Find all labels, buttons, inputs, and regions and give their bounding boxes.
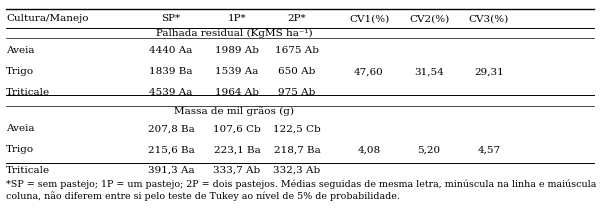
Text: 4,57: 4,57 [478, 145, 500, 154]
Text: 4,08: 4,08 [358, 145, 380, 154]
Text: 332,3 Ab: 332,3 Ab [274, 166, 320, 175]
Text: 2P*: 2P* [287, 14, 307, 23]
Text: Trigo: Trigo [6, 145, 34, 154]
Text: 29,31: 29,31 [474, 67, 504, 76]
Text: 333,7 Ab: 333,7 Ab [214, 166, 260, 175]
Text: Triticale: Triticale [6, 88, 50, 97]
Text: Cultura/Manejo: Cultura/Manejo [6, 14, 89, 23]
Text: 1675 Ab: 1675 Ab [275, 46, 319, 56]
Text: 5,20: 5,20 [418, 145, 440, 154]
Text: CV3(%): CV3(%) [469, 14, 509, 23]
Text: 1539 Aa: 1539 Aa [215, 67, 259, 76]
Text: Aveia: Aveia [6, 46, 35, 56]
Text: 47,60: 47,60 [354, 67, 384, 76]
Text: CV2(%): CV2(%) [409, 14, 449, 23]
Text: 975 Ab: 975 Ab [278, 88, 316, 97]
Text: 218,7 Ba: 218,7 Ba [274, 145, 320, 154]
Text: 4539 Aa: 4539 Aa [149, 88, 193, 97]
Text: Aveia: Aveia [6, 124, 35, 134]
Text: Palhada residual (KgMS ha⁻¹): Palhada residual (KgMS ha⁻¹) [155, 29, 313, 38]
Text: 391,3 Aa: 391,3 Aa [148, 166, 194, 175]
Text: 223,1 Ba: 223,1 Ba [214, 145, 260, 154]
Text: Trigo: Trigo [6, 67, 34, 76]
Text: 4440 Aa: 4440 Aa [149, 46, 193, 56]
Text: Massa de mil grãos (g): Massa de mil grãos (g) [174, 106, 294, 116]
Text: 215,6 Ba: 215,6 Ba [148, 145, 194, 154]
Text: CV1(%): CV1(%) [349, 14, 389, 23]
Text: SP*: SP* [161, 14, 181, 23]
Text: coluna, não diferem entre si pelo teste de Tukey ao nível de 5% de probabilidade: coluna, não diferem entre si pelo teste … [6, 192, 400, 202]
Text: *SP = sem pastejo; 1P = um pastejo; 2P = dois pastejos. Médias seguidas de mesma: *SP = sem pastejo; 1P = um pastejo; 2P =… [6, 179, 600, 189]
Text: 207,8 Ba: 207,8 Ba [148, 124, 194, 134]
Text: Triticale: Triticale [6, 166, 50, 175]
Text: 1989 Ab: 1989 Ab [215, 46, 259, 56]
Text: 122,5 Cb: 122,5 Cb [273, 124, 321, 134]
Text: 650 Ab: 650 Ab [278, 67, 316, 76]
Text: 1P*: 1P* [227, 14, 247, 23]
Text: 1839 Ba: 1839 Ba [149, 67, 193, 76]
Text: 107,6 Cb: 107,6 Cb [213, 124, 261, 134]
Text: 31,54: 31,54 [414, 67, 444, 76]
Text: 1964 Ab: 1964 Ab [215, 88, 259, 97]
